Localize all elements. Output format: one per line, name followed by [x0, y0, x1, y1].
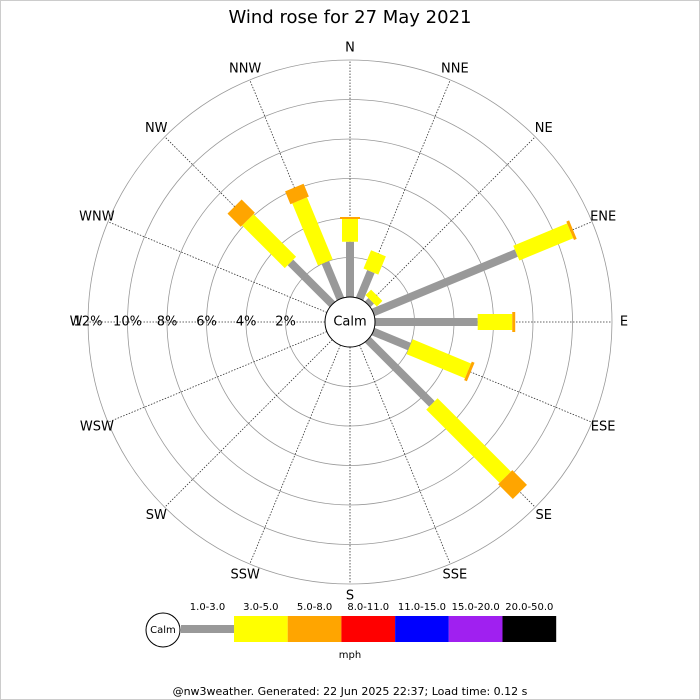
legend-label: 15.0-20.0: [452, 602, 500, 613]
calm-circle: [324, 296, 376, 348]
r-tick-label: 6%: [196, 315, 217, 330]
legend-swatch: [181, 625, 234, 633]
legend-label: 11.0-15.0: [398, 602, 446, 613]
grid-ring: [127, 99, 573, 545]
direction-label: N: [345, 41, 355, 56]
direction-spoke: [164, 339, 333, 508]
legend-swatch: [287, 616, 342, 642]
direction-label: E: [620, 315, 628, 330]
rose-segment: [371, 327, 412, 351]
rose-segment: [566, 220, 577, 241]
direction-label: NNE: [441, 61, 469, 76]
rose-segment: [406, 339, 472, 379]
rose-segment: [321, 260, 345, 301]
rose-segment: [498, 470, 527, 499]
legend-swatch: [395, 616, 449, 642]
direction-label: WSW: [80, 419, 114, 434]
rose-segment: [426, 398, 511, 483]
r-tick-label: 10%: [113, 315, 142, 330]
direction-label: SSE: [442, 568, 467, 583]
rose-segment: [292, 197, 333, 266]
direction-label: NW: [145, 121, 168, 136]
rose-segment: [365, 289, 383, 307]
legend-label: 20.0-50.0: [505, 602, 553, 613]
legend-label: 8.0-11.0: [347, 602, 389, 613]
direction-label: ENE: [590, 210, 616, 225]
legend-label: 5.0-8.0: [297, 602, 332, 613]
legend-label: 3.0-5.0: [243, 602, 278, 613]
direction-label: SW: [146, 508, 167, 523]
rose-segment: [364, 336, 435, 407]
rose-segment: [464, 361, 475, 382]
footer: @nw3weather. Generated: 22 Jun 2025 22:3…: [173, 685, 528, 698]
rose-segment: [363, 250, 386, 275]
units: mph: [339, 650, 361, 661]
calm-label: Calm: [333, 315, 366, 330]
r-tick-label: 2%: [275, 315, 296, 330]
legend-swatch: [502, 616, 557, 642]
r-tick-label: 4%: [236, 315, 257, 330]
grid-ring: [166, 138, 534, 506]
chart-title: Wind rose for 27 May 2021: [229, 7, 472, 28]
direction-label: W: [70, 315, 83, 330]
direction-label: ESE: [591, 419, 616, 434]
direction-label: S: [346, 589, 354, 604]
direction-label: SE: [536, 508, 552, 523]
rose-segment: [371, 249, 518, 317]
legend-label: 1.0-3.0: [190, 602, 225, 613]
r-tick-label: 8%: [157, 315, 178, 330]
direction-label: SSW: [230, 568, 260, 583]
direction-spoke: [249, 344, 341, 565]
rose-segment: [355, 270, 375, 301]
rose-segment: [242, 214, 297, 269]
legend-calm-label: Calm: [150, 625, 176, 636]
legend-swatch: [234, 616, 288, 642]
direction-label: NNW: [229, 61, 261, 76]
rose-segment: [285, 183, 309, 205]
rose-segment: [287, 259, 336, 308]
legend-swatch: [448, 616, 503, 642]
direction-spoke: [367, 136, 536, 305]
rose-segment: [227, 199, 255, 227]
direction-spoke: [359, 344, 451, 565]
grid-ring: [87, 59, 613, 585]
direction-spoke: [107, 221, 328, 313]
rose-segment: [513, 223, 574, 261]
direction-label: WNW: [79, 210, 115, 225]
direction-label: NE: [535, 121, 553, 136]
r-tick-label: 12%: [74, 315, 103, 330]
direction-spoke: [107, 331, 328, 423]
legend-calm: [145, 612, 181, 648]
rose-segment: [364, 298, 374, 308]
legend-swatch: [341, 616, 396, 642]
